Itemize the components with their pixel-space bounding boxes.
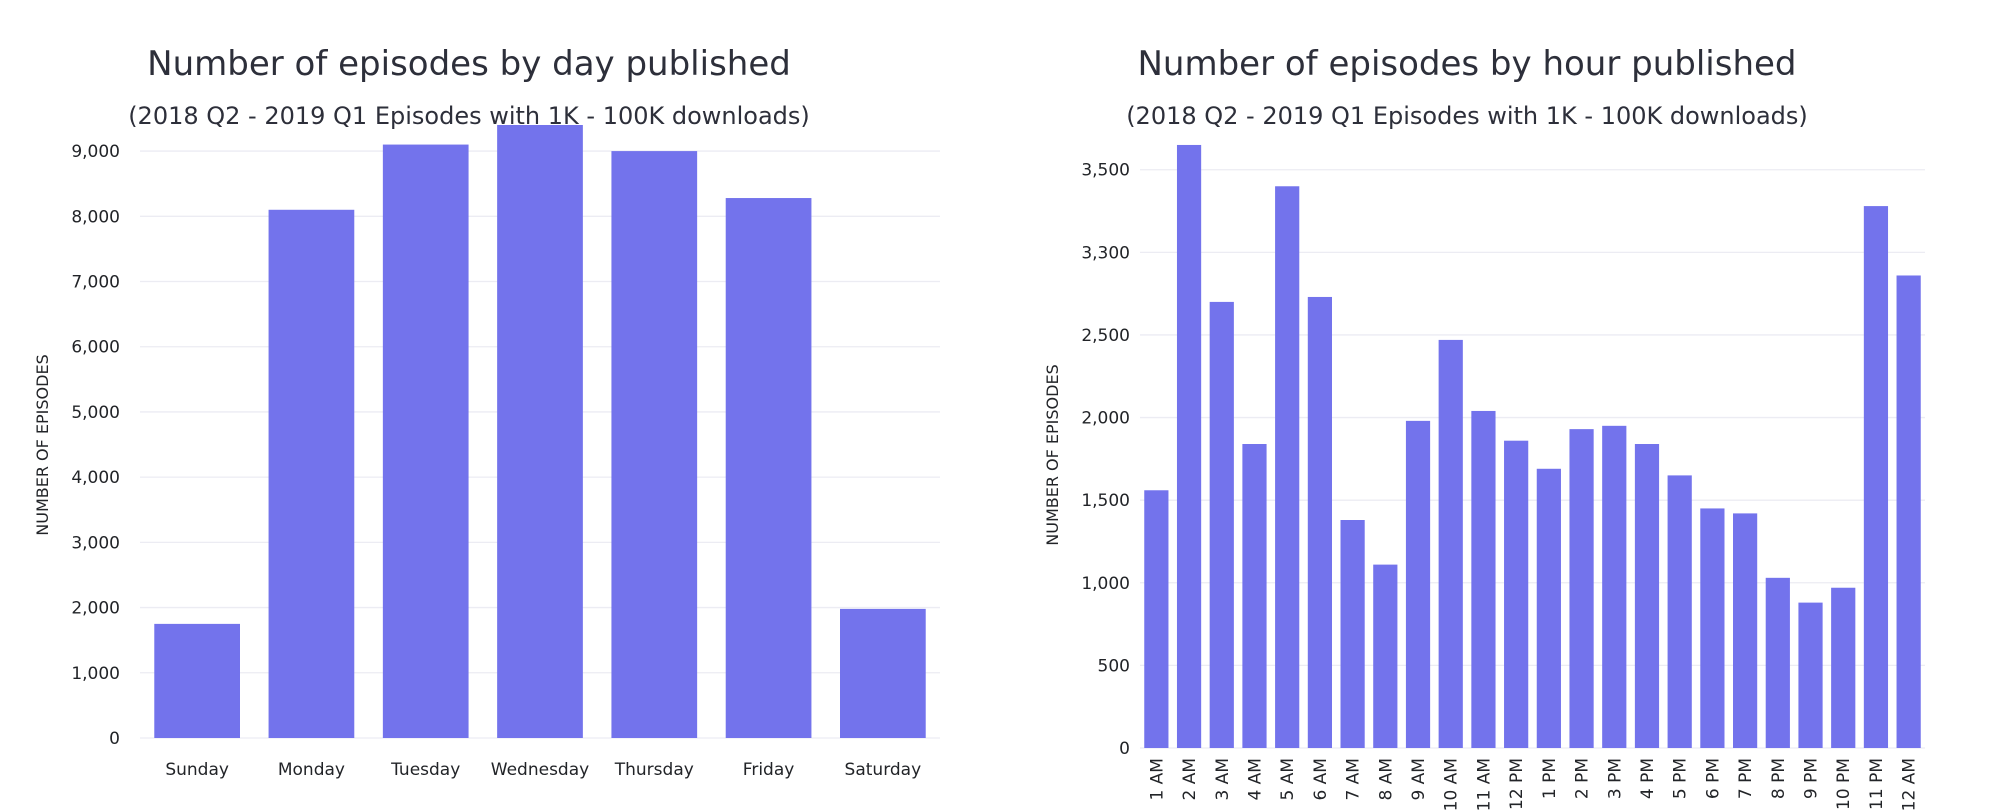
bar [268, 209, 355, 738]
chart-title: Number of episodes by day published [147, 44, 791, 84]
gridlines [1140, 169, 1925, 749]
x-tick-label: 4 AM [1245, 758, 1265, 801]
bar [382, 144, 469, 738]
y-tick-label: 2,000 [1081, 409, 1130, 429]
x-ticks: Sunday Monday Tuesday Wednesday Thursday Frid… [165, 760, 921, 780]
bar [1144, 490, 1169, 748]
chart-episodes-by-hour: Number of episodes by hour published (20… [1043, 44, 1925, 811]
x-tick-label: 1 AM [1147, 758, 1167, 801]
bar [1438, 339, 1463, 748]
bar [1798, 602, 1823, 748]
bar [1667, 475, 1692, 748]
chart-episodes-by-day: Number of episodes by day published (201… [33, 44, 940, 780]
y-ticks: 0 1,000 2,000 3,000 4,000 5,000 6,000 7,000 8,00… [71, 142, 120, 749]
y-tick-label: 0 [1119, 739, 1130, 759]
x-tick-label: 3 AM [1213, 758, 1233, 801]
x-tick-label: 5 PM [1671, 758, 1691, 799]
bar [1896, 275, 1921, 748]
chart-subtitle: (2018 Q2 - 2019 Q1 Episodes with 1K - 10… [1126, 102, 1808, 130]
x-tick-label: 7 AM [1344, 758, 1364, 801]
bar [1765, 577, 1790, 748]
bar [1242, 444, 1267, 748]
x-tick-label: 7 PM [1736, 758, 1756, 799]
y-tick-label: 3,300 [1081, 243, 1130, 263]
y-tick-label: 4,000 [71, 468, 120, 488]
x-ticks: 1 AM 2 AM 3 AM 4 AM 5 AM 6 AM 7 AM 8 AM 9 AM 10 A… [1147, 758, 1919, 811]
bar [1863, 206, 1889, 748]
bar [1634, 444, 1660, 748]
bar [611, 151, 698, 739]
y-axis-label: NUMBER OF EPISODES [1043, 364, 1062, 545]
x-tick-label: 9 PM [1802, 758, 1822, 799]
x-tick-label: Sunday [165, 760, 229, 780]
x-tick-label: Friday [743, 760, 795, 780]
bar [1209, 301, 1234, 748]
bar [497, 125, 583, 738]
y-tick-label: 1,000 [1081, 574, 1130, 594]
y-tick-label: 0 [109, 729, 120, 749]
x-tick-label: 12 AM [1900, 758, 1920, 811]
bar [1405, 420, 1431, 748]
x-tick-label: 2 PM [1573, 758, 1593, 799]
y-tick-label: 1,000 [71, 664, 120, 684]
x-tick-label: 8 AM [1376, 758, 1396, 801]
bar [1602, 425, 1627, 748]
y-tick-label: 3,500 [1081, 161, 1130, 181]
bar [1176, 144, 1202, 748]
x-tick-label: Wednesday [491, 760, 589, 780]
x-tick-label: 4 PM [1638, 758, 1658, 799]
bar [1831, 587, 1856, 748]
y-tick-label: 2,000 [71, 599, 120, 619]
x-tick-label: 3 PM [1605, 758, 1625, 799]
bar [1504, 440, 1529, 748]
bars [1144, 144, 1921, 748]
y-tick-label: 9,000 [71, 142, 120, 162]
bar [1471, 410, 1496, 748]
bar [1569, 429, 1594, 748]
bar [1373, 564, 1398, 748]
y-tick-label: 5,000 [71, 403, 120, 423]
x-tick-label: Thursday [614, 760, 694, 780]
bar [1536, 468, 1561, 748]
x-tick-label: 1 PM [1540, 758, 1560, 799]
chart-subtitle: (2018 Q2 - 2019 Q1 Episodes with 1K - 10… [128, 102, 810, 130]
x-tick-label: 11 PM [1867, 758, 1887, 810]
x-tick-label: 5 AM [1278, 758, 1298, 801]
bar [1700, 508, 1725, 748]
x-tick-label: 6 PM [1703, 758, 1723, 799]
y-tick-label: 500 [1098, 656, 1130, 676]
bar [1275, 186, 1300, 748]
y-ticks: 0 500 1,000 1,500 2,000 2,500 3,300 3,500 [1081, 161, 1130, 759]
x-tick-label: 12 PM [1507, 758, 1527, 810]
bar [1340, 520, 1365, 748]
y-tick-label: 8,000 [71, 207, 120, 227]
y-tick-label: 7,000 [71, 273, 120, 293]
x-tick-label: 11 AM [1474, 758, 1494, 811]
x-tick-label: 10 PM [1834, 758, 1854, 810]
y-tick-label: 1,500 [1081, 491, 1130, 511]
y-tick-label: 6,000 [71, 338, 120, 358]
y-axis-label: NUMBER OF EPISODES [33, 354, 52, 535]
x-tick-label: Saturday [845, 760, 922, 780]
x-tick-label: 8 PM [1769, 758, 1789, 799]
x-tick-label: 9 AM [1409, 758, 1429, 801]
y-tick-label: 2,500 [1081, 326, 1130, 346]
x-tick-label: 2 AM [1180, 758, 1200, 801]
chart-title: Number of episodes by hour published [1137, 44, 1796, 84]
bar [725, 198, 812, 738]
x-tick-label: Monday [278, 760, 345, 780]
bar [840, 608, 926, 738]
x-tick-label: 10 AM [1442, 758, 1462, 811]
bar [1307, 296, 1332, 748]
y-tick-label: 3,000 [71, 533, 120, 553]
x-tick-label: 6 AM [1311, 758, 1331, 801]
bars [154, 125, 926, 739]
bar [154, 623, 240, 738]
x-tick-label: Tuesday [390, 760, 460, 780]
bar [1733, 513, 1758, 748]
